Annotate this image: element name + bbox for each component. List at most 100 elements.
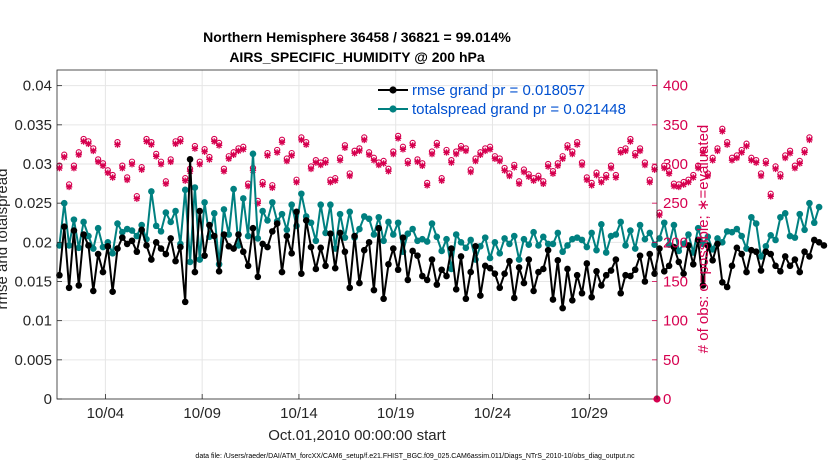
totalspread-point — [656, 235, 663, 242]
obs-star-stroke — [724, 141, 731, 148]
obs-evaluated-marker — [128, 161, 136, 168]
rmse-point — [138, 226, 145, 234]
obs-evaluated-marker — [602, 174, 610, 181]
obs-star-stroke — [308, 166, 314, 172]
obs-star-stroke — [729, 157, 735, 164]
obs-star-stroke — [525, 173, 532, 180]
obs-evaluated-marker — [636, 147, 644, 155]
tick-label-y-right: 350 — [663, 117, 688, 134]
totalspread-point — [172, 207, 179, 215]
ticks: 0 0.005 0.01 0.015 0.02 0.025 0.03 0.035 0.04 0 50… — [14, 78, 688, 422]
obs-star-stroke — [632, 152, 639, 159]
rmse-point — [680, 270, 687, 277]
totalspread-point — [501, 235, 508, 242]
totalspread-point — [128, 227, 136, 234]
totalspread-point — [559, 248, 566, 256]
rmse-point — [109, 288, 116, 295]
obs-evaluated-marker — [680, 181, 687, 188]
obs-evaluated-marker — [172, 140, 179, 148]
totalspread-point — [777, 213, 784, 221]
rmse-point — [196, 207, 204, 215]
obs-evaluated-marker — [220, 168, 228, 175]
obs-evaluated-marker — [90, 147, 97, 155]
obs-evaluated-marker — [419, 162, 426, 169]
rmse-point — [617, 289, 625, 297]
y-axis-label-left: rmse and totalspread — [0, 169, 11, 310]
rmse-point — [772, 262, 779, 270]
totalspread-point — [249, 150, 257, 158]
obs-star-stroke — [279, 139, 285, 146]
obs-evaluated-marker — [225, 155, 232, 162]
obs-evaluated-marker — [738, 149, 745, 156]
obs-star-stroke — [346, 173, 353, 179]
totalspread-point — [477, 242, 484, 250]
obs-evaluated-marker — [520, 168, 528, 176]
obs-star-stroke — [642, 162, 648, 168]
obs-star-stroke — [371, 157, 377, 164]
rmse-point — [341, 248, 349, 256]
tick-label-y-left: 0.01 — [23, 313, 52, 330]
obs-evaluated-marker — [641, 161, 649, 169]
obs-star-stroke — [404, 160, 411, 167]
obs-star-stroke — [85, 140, 92, 147]
totalspread-point — [796, 210, 804, 218]
totalspread-point — [762, 242, 770, 250]
rmse-point — [259, 240, 266, 248]
rmse-point — [593, 268, 600, 275]
totalspread-point — [510, 232, 518, 240]
totalspread-point — [433, 233, 441, 241]
obs-evaluated-marker — [114, 141, 121, 148]
obs-evaluated-marker — [670, 182, 678, 190]
rmse-point — [331, 264, 339, 272]
obs-star-stroke — [704, 173, 711, 179]
tick-label-y-right: 400 — [663, 78, 688, 95]
obs-evaluated-marker — [259, 181, 266, 188]
totalspread-point — [375, 213, 383, 221]
rmse-point — [448, 245, 455, 252]
rmse-point — [254, 273, 262, 281]
obs-evaluated-marker — [332, 177, 339, 184]
tick-label-y-right: 0 — [663, 391, 671, 408]
obs-star-stroke — [496, 158, 503, 164]
obs-star-stroke — [603, 174, 610, 181]
rmse-point — [351, 232, 358, 240]
rmse-point — [627, 272, 634, 280]
rmse-point — [573, 271, 581, 279]
obs-evaluated-marker — [327, 179, 334, 186]
rmse-point — [452, 286, 460, 293]
totalspread-point — [385, 218, 392, 226]
rmse-point — [520, 279, 528, 287]
rmse-point — [360, 246, 368, 254]
obs-star-stroke — [433, 142, 440, 149]
rmse-point — [278, 268, 286, 276]
totalspread-point — [462, 244, 470, 252]
rmse-point — [249, 224, 257, 232]
obs-star-stroke — [550, 170, 556, 177]
obs-evaluated-marker — [612, 174, 620, 181]
obs-star-stroke — [463, 148, 469, 154]
rmse-point — [510, 294, 518, 302]
obs-star-stroke — [259, 181, 266, 188]
rmse-point — [317, 244, 325, 252]
rmse-point — [796, 268, 804, 276]
rmse-point — [549, 296, 557, 303]
obs-evaluated-marker — [699, 149, 707, 156]
obs-star-stroke — [414, 159, 421, 165]
rmse-point — [322, 262, 329, 270]
obs-evaluated-marker — [554, 162, 562, 169]
obs-star-stroke — [274, 149, 281, 156]
obs-evaluated-marker — [607, 164, 615, 172]
obs-star-stroke — [467, 169, 474, 175]
tick-label-y-right: 150 — [663, 274, 688, 291]
rmse-point — [752, 248, 760, 256]
obs-evaluated-marker — [99, 162, 107, 169]
obs-star-stroke — [559, 155, 566, 162]
obs-star-stroke — [738, 149, 745, 156]
totalspread-point — [815, 203, 823, 211]
totalspread-point — [186, 258, 194, 266]
obs-evaluated-marker — [104, 169, 112, 177]
totalspread-point — [539, 233, 547, 241]
totalspread-point — [80, 218, 87, 226]
rmse-point — [423, 276, 431, 284]
